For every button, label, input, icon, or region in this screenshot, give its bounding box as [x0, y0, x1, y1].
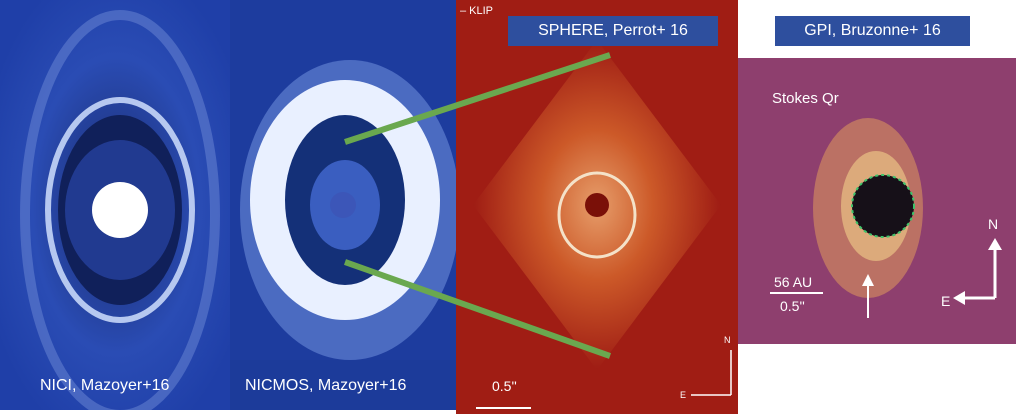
nici-image-panel: NICI, Mazoyer+16 [0, 0, 232, 410]
sphere-east-label: E [680, 390, 687, 400]
sphere-north-label: N [724, 335, 731, 345]
klip-label: – KLIP [460, 5, 494, 17]
gpi-scale-au: 56 AU [774, 274, 813, 290]
sphere-label-box: SPHERE, Perrot+ 16 [508, 16, 718, 46]
sphere-label: SPHERE, Perrot+ 16 [538, 22, 688, 39]
gpi-north-label: N [988, 216, 999, 232]
gpi-image-panel: Stokes Qr 56 AU 0.5'' N E [738, 58, 1016, 344]
gpi-scale-arcsec: 0.5'' [780, 298, 805, 314]
gpi-label-box: GPI, Bruzonne+ 16 [775, 16, 970, 46]
nici-caption: NICI, Mazoyer+16 [40, 377, 170, 394]
sphere-image-panel: – KLIP 0.5'' N E [456, 0, 738, 414]
nicmos-disk-image [230, 0, 457, 410]
sphere-disk-image [456, 0, 738, 414]
stokes-label: Stokes Qr [772, 90, 839, 107]
sphere-scale-label: 0.5'' [492, 378, 517, 394]
gpi-label: GPI, Bruzonne+ 16 [804, 22, 941, 39]
nicmos-caption: NICMOS, Mazoyer+16 [245, 377, 407, 394]
gpi-east-label: E [941, 293, 951, 309]
gpi-disk-image [738, 58, 1016, 344]
nici-disk-image [0, 0, 232, 410]
nicmos-image-panel: NICMOS, Mazoyer+16 [230, 0, 457, 410]
